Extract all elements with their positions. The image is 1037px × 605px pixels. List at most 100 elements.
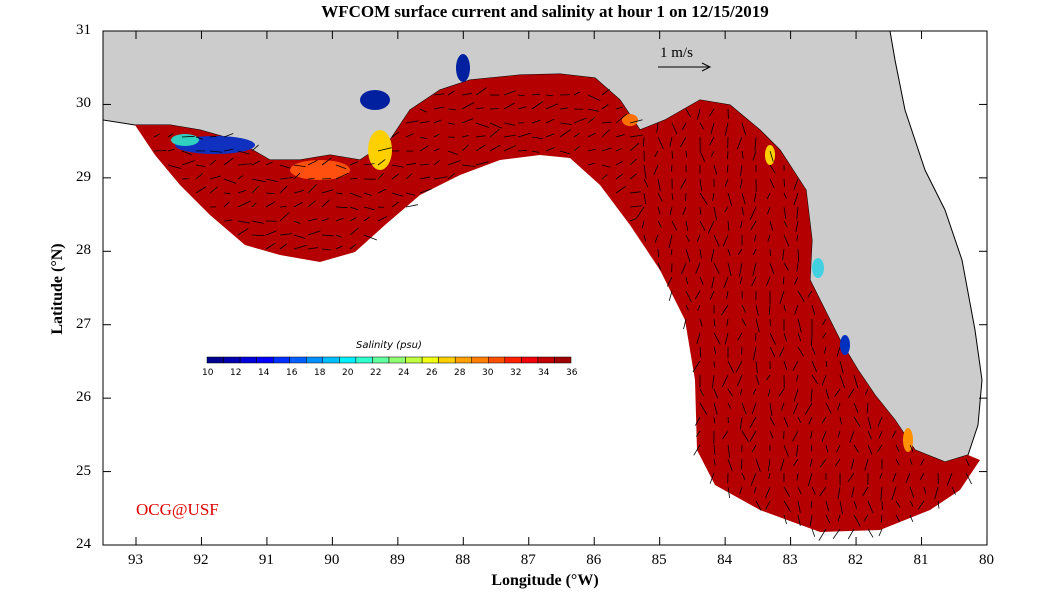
current-arrow [293,164,306,168]
current-arrow [811,346,816,355]
current-arrow [867,416,872,430]
current-arrow [517,94,525,96]
colorbar-tick-label: 34 [538,368,550,378]
current-arrow [699,248,702,259]
current-arrow [737,248,743,255]
current-arrow [920,458,925,466]
current-arrow [335,245,343,250]
current-arrow [740,178,743,189]
current-arrow [851,486,855,498]
current-arrow [769,416,775,426]
current-arrow [419,108,427,113]
current-arrow [713,164,718,175]
lat-tick-label: 24 [76,536,91,552]
current-arrow [601,129,611,138]
current-arrow [475,135,486,138]
current-arrow [736,136,743,150]
current-arrow [237,175,244,180]
current-arrow [685,276,688,285]
current-arrow [721,374,729,387]
current-arrow [265,161,273,166]
current-arrow [419,188,432,194]
current-arrow [654,234,659,243]
current-arrow [681,262,687,275]
current-arrow [587,132,596,138]
current-arrow [615,113,627,124]
current-arrow [629,173,638,180]
current-arrow [559,150,571,155]
current-arrow [839,500,843,515]
current-arrow [769,150,774,162]
colorbar-swatch [206,356,224,364]
current-arrow [405,173,413,180]
current-arrow [765,500,771,510]
current-arrow [752,388,757,395]
current-arrow [877,416,883,427]
current-arrow [839,374,846,389]
current-arrow [349,161,359,166]
current-arrow [668,290,673,302]
current-arrow [293,172,301,180]
current-arrow [209,159,217,166]
lon-tick-label: 86 [586,552,602,568]
current-arrow [153,133,160,138]
current-arrow [695,430,701,437]
current-arrow [807,472,813,486]
current-arrow [699,346,702,358]
current-arrow [713,332,721,345]
current-arrow [461,135,469,138]
current-arrow [809,458,813,467]
current-arrow [195,164,206,167]
current-arrow [696,332,701,345]
current-arrow [797,332,802,342]
current-arrow [391,173,400,180]
current-arrow [307,247,319,250]
current-arrow [223,178,237,184]
current-arrow [615,160,624,166]
current-arrow [825,500,830,512]
current-arrow [517,132,531,138]
current-arrow [696,234,701,242]
current-arrow [587,162,595,166]
current-arrow [864,458,869,471]
current-arrow [820,458,827,468]
current-arrow [783,514,787,525]
current-arrow [433,106,445,110]
current-arrow [685,108,691,118]
colorbar-swatch [272,356,290,364]
current-arrow [797,346,804,357]
colorbar-tick-label: 36 [566,368,578,378]
current-arrow [727,220,730,232]
current-arrow [601,88,610,96]
colorbar-tick-label: 12 [230,368,242,378]
current-arrow [699,150,706,162]
scale-label: 1 m/s [660,45,693,61]
colorbar-swatch [454,356,472,364]
current-arrow [768,472,771,479]
colorbar-tick-label: 18 [314,368,326,378]
current-arrow [349,192,362,198]
current-arrow [223,148,234,152]
current-arrow [818,528,827,541]
colorbar-swatch [405,356,423,364]
current-arrow [349,227,359,236]
current-arrow [811,332,813,347]
current-arrow [363,216,371,222]
current-arrow [811,374,819,385]
current-arrow [722,430,729,440]
current-arrow [587,94,601,102]
current-arrow [669,206,673,216]
current-arrow [917,500,925,510]
current-arrow [753,486,757,493]
current-arrow [699,178,703,191]
current-arrow [237,150,250,155]
current-arrow [721,304,729,316]
current-arrow [766,192,771,200]
current-arrow [738,262,743,277]
current-arrow [853,416,861,427]
colorbar-swatch [372,356,390,364]
colorbar-tick-label: 26 [426,368,438,378]
current-arrow [503,102,515,110]
current-arrow [668,234,673,249]
